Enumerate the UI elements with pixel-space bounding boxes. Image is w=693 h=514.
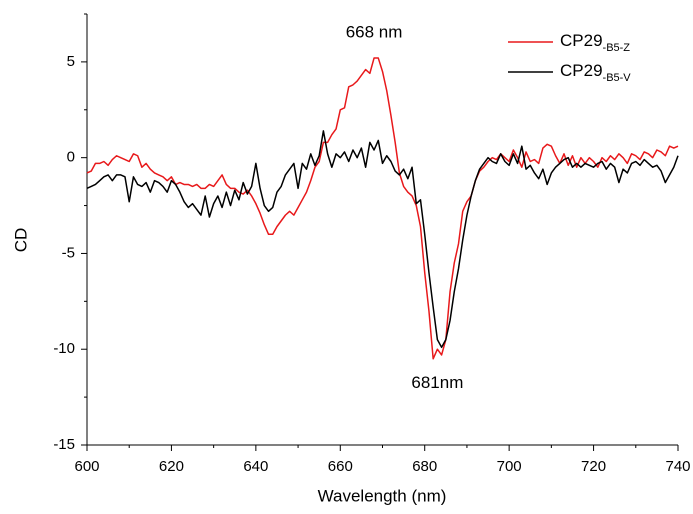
x-axis-label: Wavelength (nm) (318, 486, 447, 505)
y-tick-label: -10 (53, 340, 75, 357)
x-tick-label: 720 (581, 458, 606, 475)
y-tick-label: 0 (67, 149, 75, 166)
y-tick-label: 5 (67, 53, 75, 70)
x-tick-label: 740 (665, 458, 690, 475)
annotation: 668 nm (346, 23, 403, 42)
legend-name: CP29 (560, 31, 603, 50)
legend-subscript: -B5-V (603, 72, 632, 84)
legend-label: CP29-B5-Z (560, 31, 630, 53)
annotation: 681nm (411, 373, 463, 392)
y-tick-label: -15 (53, 436, 75, 453)
x-tick-label: 660 (328, 458, 353, 475)
data-line (86, 57, 679, 360)
x-tick-label: 700 (497, 458, 522, 475)
x-tick-label: 680 (412, 458, 437, 475)
y-tick-label: -5 (62, 244, 75, 261)
x-tick-label: 600 (74, 458, 99, 475)
y-axis-label: CD (11, 228, 30, 253)
x-tick-label: 620 (159, 458, 184, 475)
legend-subscript: -B5-Z (603, 42, 631, 54)
data-line (86, 130, 679, 349)
legend-label: CP29-B5-V (560, 61, 631, 83)
x-tick-label: 640 (243, 458, 268, 475)
legend-name: CP29 (560, 61, 603, 80)
